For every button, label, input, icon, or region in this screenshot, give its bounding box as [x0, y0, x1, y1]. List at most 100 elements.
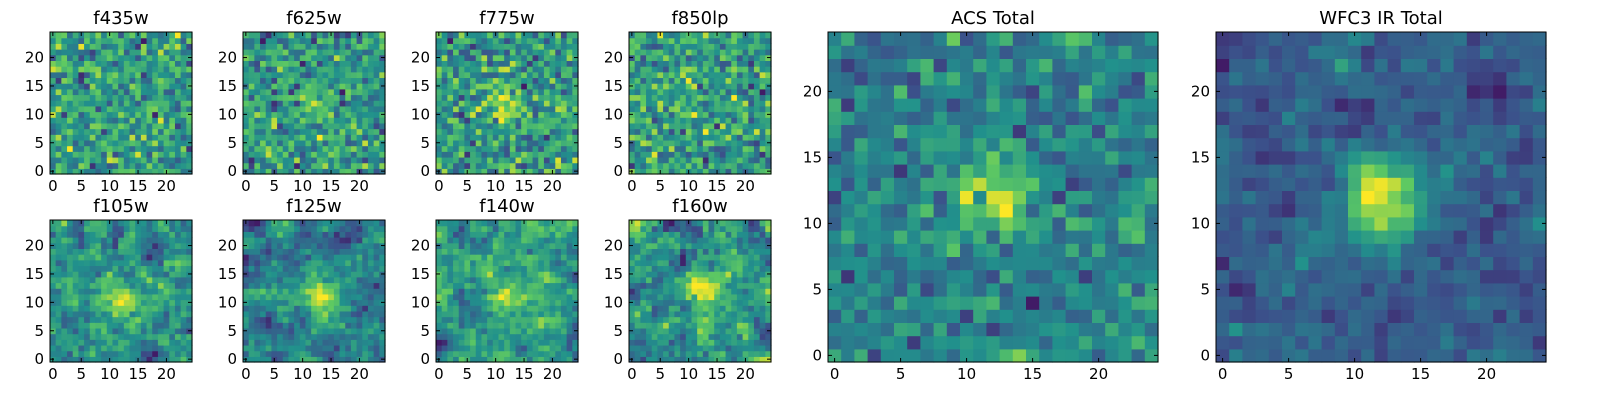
heatmap-cell — [305, 311, 311, 317]
heatmap-cell — [646, 151, 652, 157]
heatmap-cell — [544, 123, 550, 129]
y-tick-label: 10 — [411, 105, 430, 123]
heatmap-cell — [527, 220, 533, 226]
heatmap-cell — [101, 254, 107, 260]
heatmap-cell — [561, 123, 567, 129]
heatmap-cell — [124, 260, 130, 266]
heatmap-cell — [760, 339, 766, 345]
heatmap-cell — [141, 38, 147, 44]
heatmap-cell — [164, 163, 170, 169]
heatmap-cell — [629, 123, 635, 129]
heatmap-cell — [311, 339, 317, 345]
heatmap-cell — [669, 146, 675, 152]
heatmap-cell — [680, 277, 686, 283]
heatmap-cell — [152, 43, 158, 49]
heatmap-cell — [527, 294, 533, 300]
heatmap-cell — [726, 146, 732, 152]
heatmap-cell — [107, 106, 113, 112]
heatmap-cell — [67, 243, 73, 249]
heatmap-cell — [436, 260, 442, 266]
heatmap-cell — [453, 294, 459, 300]
heatmap-cell — [646, 32, 652, 38]
heatmap-cell — [294, 277, 300, 283]
heatmap-cell — [164, 282, 170, 288]
heatmap-cell — [533, 328, 539, 334]
heatmap-cell — [118, 345, 124, 351]
heatmap-cell — [78, 49, 84, 55]
heatmap-cell — [67, 134, 73, 140]
y-tick-label: 0 — [34, 162, 44, 180]
heatmap-cell — [709, 339, 715, 345]
heatmap-cell — [283, 129, 289, 135]
heatmap-cell — [357, 157, 363, 163]
heatmap-cell — [181, 288, 187, 294]
heatmap-cell — [538, 106, 544, 112]
heatmap-cell — [635, 43, 641, 49]
heatmap-cell — [470, 77, 476, 83]
heatmap-cell — [61, 100, 67, 106]
heatmap-cell — [158, 60, 164, 66]
heatmap-cell — [561, 288, 567, 294]
heatmap-cell — [720, 72, 726, 78]
heatmap-cell — [300, 94, 306, 100]
heatmap-cell — [459, 311, 465, 317]
heatmap-cell — [118, 265, 124, 271]
heatmap-cell — [498, 243, 504, 249]
heatmap-cell — [288, 328, 294, 334]
heatmap-cell — [516, 163, 522, 169]
heatmap-cell — [567, 140, 573, 146]
heatmap-cell — [464, 38, 470, 44]
heatmap-cell — [107, 94, 113, 100]
heatmap-cell — [158, 77, 164, 83]
heatmap-cell — [748, 328, 754, 334]
heatmap-cell — [311, 106, 317, 112]
heatmap-cell — [629, 43, 635, 49]
heatmap-cell — [504, 277, 510, 283]
heatmap-cell — [266, 328, 272, 334]
heatmap-cell — [669, 100, 675, 106]
heatmap-cell — [61, 300, 67, 306]
heatmap-cell — [243, 146, 249, 152]
heatmap-cell — [357, 140, 363, 146]
heatmap-cell — [476, 100, 482, 106]
heatmap-cell — [277, 345, 283, 351]
heatmap-cell — [67, 66, 73, 72]
heatmap-cell — [521, 260, 527, 266]
heatmap-cell — [635, 146, 641, 152]
heatmap-cell — [84, 311, 90, 317]
heatmap-cell — [357, 117, 363, 123]
heatmap-cell — [271, 288, 277, 294]
heatmap-cell — [90, 94, 96, 100]
heatmap-cell — [317, 49, 323, 55]
heatmap-cell — [703, 112, 709, 118]
heatmap-cell — [726, 32, 732, 38]
heatmap-cell — [674, 117, 680, 123]
heatmap-cell — [550, 226, 556, 232]
heatmap-cell — [362, 49, 368, 55]
heatmap-cell — [130, 32, 136, 38]
heatmap-cell — [714, 334, 720, 340]
heatmap-cell — [709, 49, 715, 55]
heatmap-cell — [283, 317, 289, 323]
heatmap-cell — [481, 49, 487, 55]
heatmap-cell — [243, 254, 249, 260]
heatmap-cell — [714, 157, 720, 163]
heatmap-cell — [493, 134, 499, 140]
heatmap-cell — [305, 237, 311, 243]
heatmap-cell — [521, 129, 527, 135]
heatmap-cell — [544, 60, 550, 66]
heatmap-cell — [345, 294, 351, 300]
heatmap-cell — [362, 106, 368, 112]
heatmap-cell — [362, 305, 368, 311]
heatmap-cell — [521, 151, 527, 157]
heatmap-cell — [135, 300, 141, 306]
heatmap-cell — [464, 271, 470, 277]
heatmap-cell — [459, 123, 465, 129]
heatmap-cell — [283, 254, 289, 260]
heatmap-cell — [130, 243, 136, 249]
heatmap-cell — [663, 282, 669, 288]
heatmap-cell — [726, 322, 732, 328]
heatmap-cell — [663, 163, 669, 169]
heatmap-cell — [481, 254, 487, 260]
heatmap-cell — [288, 100, 294, 106]
